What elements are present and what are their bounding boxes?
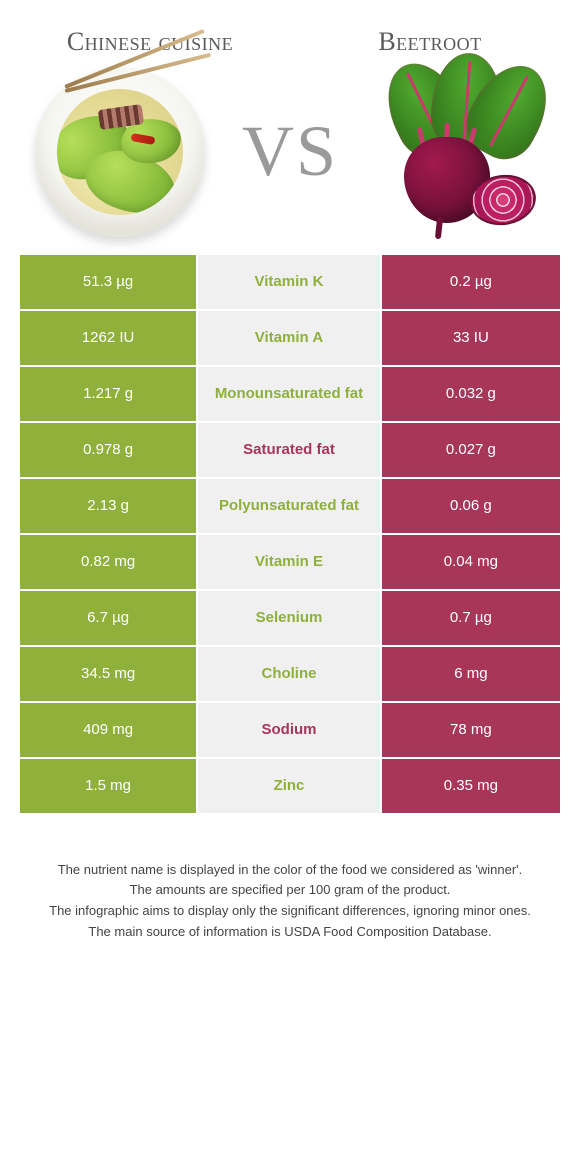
table-row: 0.978 gSaturated fat0.027 g	[20, 423, 560, 479]
vs-row: VS	[20, 57, 560, 255]
table-row: 1.5 mgZinc0.35 mg	[20, 759, 560, 815]
footnote-line: The main source of information is USDA F…	[26, 923, 554, 942]
table-row: 1262 IUVitamin A33 IU	[20, 311, 560, 367]
left-value-cell: 0.978 g	[20, 423, 198, 477]
left-value-cell: 51.3 µg	[20, 255, 198, 309]
left-value-cell: 2.13 g	[20, 479, 198, 533]
left-value-cell: 1.217 g	[20, 367, 198, 421]
footnotes: The nutrient name is displayed in the co…	[20, 861, 560, 942]
right-value-cell: 0.7 µg	[382, 591, 560, 645]
left-value-cell: 1262 IU	[20, 311, 198, 365]
footnote-line: The infographic aims to display only the…	[26, 902, 554, 921]
right-value-cell: 0.2 µg	[382, 255, 560, 309]
right-value-cell: 0.06 g	[382, 479, 560, 533]
nutrient-label-cell: Vitamin K	[198, 255, 382, 309]
left-value-cell: 409 mg	[20, 703, 198, 757]
table-row: 51.3 µgVitamin K0.2 µg	[20, 255, 560, 311]
left-value-cell: 1.5 mg	[20, 759, 198, 813]
footnote-line: The nutrient name is displayed in the co…	[26, 861, 554, 880]
right-value-cell: 0.35 mg	[382, 759, 560, 813]
vs-label: VS	[242, 110, 338, 193]
nutrient-label-cell: Polyunsaturated fat	[198, 479, 382, 533]
left-value-cell: 34.5 mg	[20, 647, 198, 701]
left-value-cell: 6.7 µg	[20, 591, 198, 645]
table-row: 2.13 gPolyunsaturated fat0.06 g	[20, 479, 560, 535]
beetroot-icon	[370, 67, 550, 237]
table-row: 409 mgSodium78 mg	[20, 703, 560, 759]
nutrient-label-cell: Vitamin E	[198, 535, 382, 589]
table-row: 34.5 mgCholine6 mg	[20, 647, 560, 703]
left-value-cell: 0.82 mg	[20, 535, 198, 589]
nutrient-label-cell: Monounsaturated fat	[198, 367, 382, 421]
table-row: 6.7 µgSelenium0.7 µg	[20, 591, 560, 647]
right-value-cell: 78 mg	[382, 703, 560, 757]
nutrient-label-cell: Sodium	[198, 703, 382, 757]
right-food-image	[370, 67, 550, 237]
table-row: 0.82 mgVitamin E0.04 mg	[20, 535, 560, 591]
nutrient-label-cell: Vitamin A	[198, 311, 382, 365]
right-value-cell: 0.04 mg	[382, 535, 560, 589]
right-value-cell: 33 IU	[382, 311, 560, 365]
nutrient-label-cell: Selenium	[198, 591, 382, 645]
chinese-bowl-icon	[35, 67, 205, 237]
header-row: Chinese cuisine Beetroot	[20, 28, 560, 57]
footnote-line: The amounts are specified per 100 gram o…	[26, 881, 554, 900]
left-food-image	[30, 67, 210, 237]
table-row: 1.217 gMonounsaturated fat0.032 g	[20, 367, 560, 423]
right-value-cell: 0.027 g	[382, 423, 560, 477]
right-value-cell: 6 mg	[382, 647, 560, 701]
comparison-table: 51.3 µgVitamin K0.2 µg1262 IUVitamin A33…	[20, 255, 560, 815]
nutrient-label-cell: Choline	[198, 647, 382, 701]
nutrient-label-cell: Zinc	[198, 759, 382, 813]
right-value-cell: 0.032 g	[382, 367, 560, 421]
nutrient-label-cell: Saturated fat	[198, 423, 382, 477]
right-food-title: Beetroot	[320, 28, 540, 57]
